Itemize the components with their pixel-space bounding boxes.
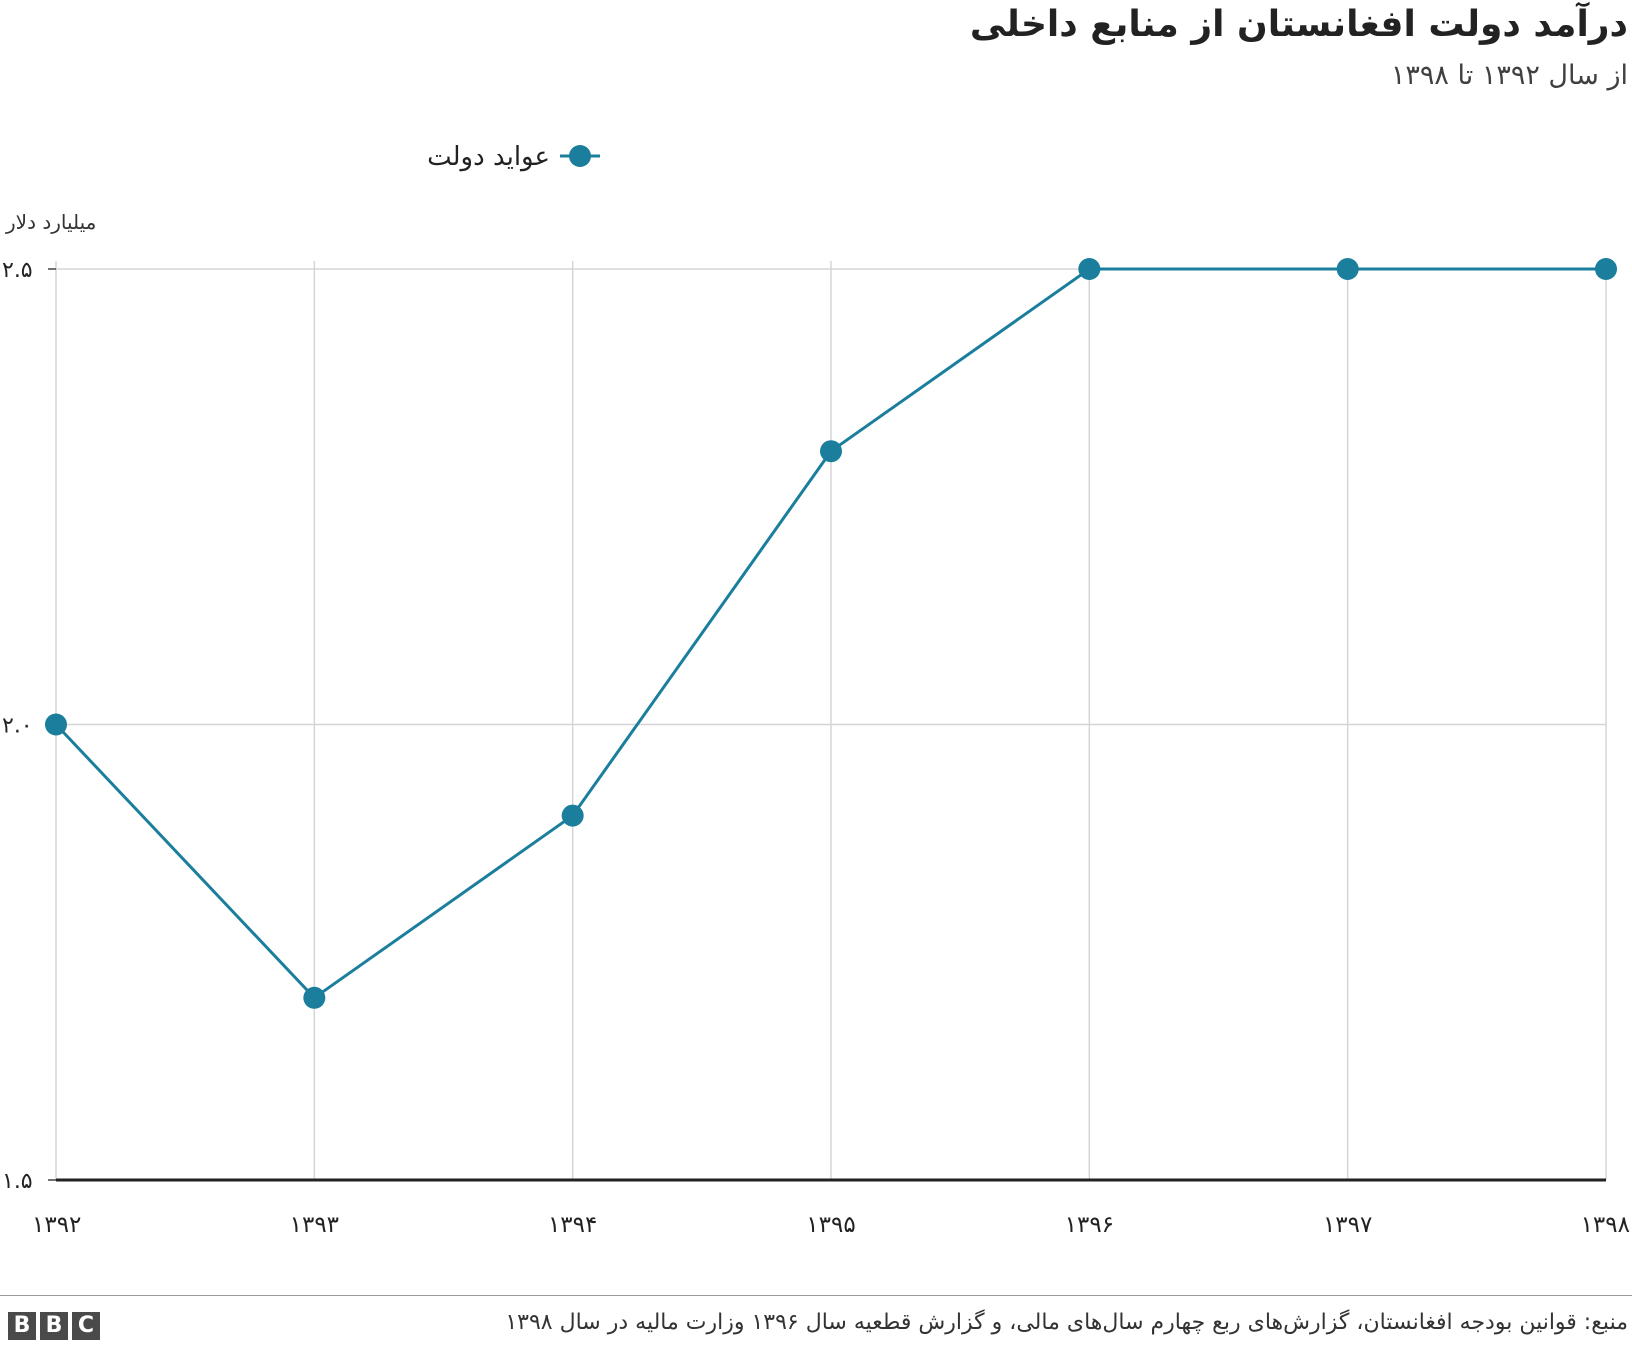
grid-lines <box>55 261 1607 1180</box>
footer-divider <box>0 1295 1632 1296</box>
axes: ۱.۵ ۲.۰ ۲.۵ میلیارد دلار ۱۳۹۲ ۱۳۹۳ ۱۳۹۴ ۱۳۹۵ ۱۳۹… <box>2 210 1630 1238</box>
y-tick-label: ۲.۵ <box>2 258 33 283</box>
series-layer <box>45 258 1617 1009</box>
logo-letter: B <box>8 1312 36 1340</box>
x-tick-label: ۱۳۹۷ <box>1323 1212 1372 1238</box>
data-point <box>45 713 67 736</box>
x-tick-label: ۱۳۹۵ <box>806 1212 855 1238</box>
y-tick-label: ۲.۰ <box>2 714 33 739</box>
x-tick-label: ۱۳۹۸ <box>1581 1212 1630 1238</box>
source-note: منبع: قوانین بودجه افغانستان، گزارش‌های … <box>505 1310 1628 1335</box>
bbc-logo: B B C <box>8 1312 100 1340</box>
legend-label: عواید دولت <box>427 142 550 172</box>
chart-subtitle: از سال ۱۳۹۲ تا ۱۳۹۸ <box>1390 60 1628 91</box>
x-tick-label: ۱۳۹۲ <box>32 1212 81 1238</box>
y-axis-label: میلیارد دلار <box>5 210 96 234</box>
data-point <box>561 804 584 827</box>
data-point <box>820 440 842 463</box>
legend: عواید دولت <box>427 142 600 172</box>
y-tick-label: ۱.۵ <box>2 1169 33 1194</box>
logo-letter: C <box>72 1312 100 1340</box>
legend-marker <box>569 145 591 167</box>
x-tick-label: ۱۳۹۴ <box>548 1212 597 1238</box>
x-tick-label: ۱۳۹۳ <box>290 1212 339 1238</box>
data-point <box>1595 258 1617 280</box>
data-point <box>303 986 326 1009</box>
data-point <box>1336 258 1359 280</box>
logo-letter: B <box>40 1312 68 1340</box>
x-tick-label: ۱۳۹۶ <box>1065 1212 1114 1238</box>
data-point <box>1078 258 1101 280</box>
line-chart: ۱.۵ ۲.۰ ۲.۵ میلیارد دلار ۱۳۹۲ ۱۳۹۳ ۱۳۹۴ ۱۳۹۵ ۱۳۹… <box>2 142 1630 1238</box>
chart-title: درآمد دولت افغانستان از منابع داخلی <box>969 4 1628 45</box>
